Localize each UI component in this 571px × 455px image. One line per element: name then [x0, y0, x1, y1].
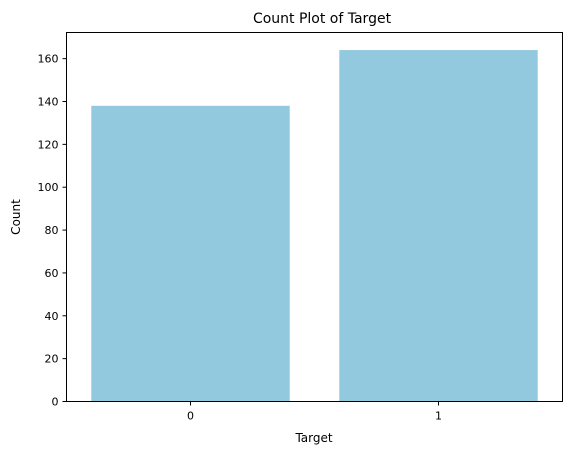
y-tick-label: 20: [45, 353, 59, 366]
bars-layer: [91, 50, 538, 402]
y-tick-label: 0: [52, 396, 59, 409]
y-tick-label: 160: [38, 53, 59, 66]
y-tick-label: 120: [38, 138, 59, 151]
y-tick-label: 140: [38, 96, 59, 109]
x-tick-label: 1: [435, 410, 442, 423]
y-tick-label: 80: [45, 224, 59, 237]
y-axis-label: Count: [9, 199, 23, 235]
y-tick-label: 100: [38, 181, 59, 194]
chart-title: Count Plot of Target: [253, 11, 392, 27]
y-tick-label: 60: [45, 267, 59, 280]
bar-0: [91, 105, 290, 402]
bar-1: [339, 50, 538, 402]
y-tick-label: 40: [45, 310, 59, 323]
plot-frame: [66, 32, 563, 402]
x-tick-label: 0: [187, 410, 194, 423]
y-axis-ticks: 0 20 40 60 80 100 120 140 160: [38, 53, 67, 409]
x-axis-label: Target: [294, 431, 332, 445]
